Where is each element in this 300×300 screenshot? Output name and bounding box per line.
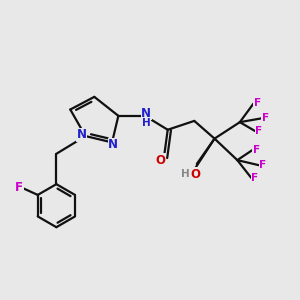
Text: N: N [141,107,151,120]
Text: N: N [77,128,87,141]
Text: F: F [15,181,23,194]
Text: F: F [254,98,261,108]
Text: H: H [181,169,190,179]
Text: O: O [190,167,201,181]
Text: F: F [259,160,266,170]
Text: O: O [155,154,165,166]
Text: H: H [142,118,151,128]
Text: F: F [262,113,269,123]
Text: F: F [251,173,259,183]
Text: F: F [255,126,262,136]
Text: N: N [108,138,118,152]
Text: F: F [253,145,260,155]
